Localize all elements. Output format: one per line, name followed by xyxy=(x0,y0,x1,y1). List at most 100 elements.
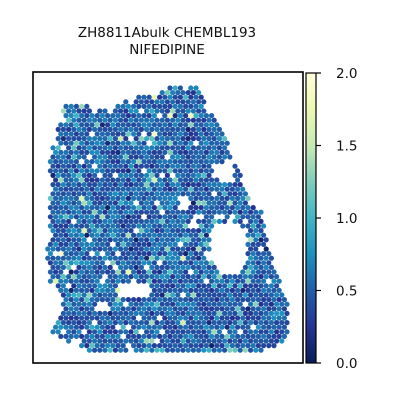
data-spot xyxy=(136,159,142,165)
data-spot xyxy=(55,255,61,261)
data-spot xyxy=(211,338,217,344)
data-spot xyxy=(115,306,121,312)
data-spot xyxy=(167,168,173,174)
data-spot xyxy=(146,131,152,137)
data-spot xyxy=(81,172,87,178)
data-spot xyxy=(258,329,264,335)
data-spot xyxy=(159,274,165,280)
data-spot xyxy=(170,154,176,160)
data-spot xyxy=(71,145,77,151)
data-spot xyxy=(94,278,100,284)
data-spot xyxy=(131,297,137,303)
data-spot xyxy=(94,186,100,192)
data-spot xyxy=(128,237,134,243)
data-spot xyxy=(112,228,118,234)
data-spot xyxy=(112,329,118,335)
data-spot xyxy=(162,140,168,146)
data-spot xyxy=(141,140,147,146)
data-spot xyxy=(102,108,108,114)
data-spot xyxy=(232,191,238,197)
data-spot xyxy=(141,186,147,192)
data-spot xyxy=(112,145,118,151)
data-spot xyxy=(185,301,191,307)
data-spot xyxy=(115,214,121,220)
data-spot xyxy=(89,297,95,303)
data-spot xyxy=(123,255,129,261)
data-spot xyxy=(138,209,144,215)
data-spot xyxy=(209,149,215,155)
data-spot xyxy=(89,315,95,321)
data-spot xyxy=(211,126,217,132)
data-spot xyxy=(157,306,163,312)
data-spot xyxy=(107,154,113,160)
data-spot xyxy=(170,126,176,132)
data-spot xyxy=(175,237,181,243)
data-spot xyxy=(123,200,129,206)
data-spot xyxy=(196,255,202,261)
data-spot xyxy=(151,297,157,303)
data-spot xyxy=(112,191,118,197)
data-spot xyxy=(97,136,103,142)
data-spot xyxy=(276,287,282,293)
data-spot xyxy=(222,301,228,307)
data-spot xyxy=(53,159,59,165)
data-spot xyxy=(235,324,241,330)
data-spot xyxy=(99,297,105,303)
data-spot xyxy=(164,264,170,270)
data-spot xyxy=(159,310,165,316)
data-spot xyxy=(253,329,259,335)
data-spot xyxy=(167,195,173,201)
data-spot xyxy=(102,283,108,289)
data-spot xyxy=(151,122,157,128)
data-spot xyxy=(133,274,139,280)
data-spot xyxy=(248,292,254,298)
data-spot xyxy=(53,205,59,211)
data-spot xyxy=(201,338,207,344)
data-spot xyxy=(146,232,152,238)
data-spot xyxy=(110,177,116,183)
data-spot xyxy=(112,246,118,252)
data-spot xyxy=(157,214,163,220)
data-spot xyxy=(50,228,56,234)
data-spot xyxy=(136,149,142,155)
data-spot xyxy=(198,269,204,275)
data-spot xyxy=(162,195,168,201)
data-spot xyxy=(206,136,212,142)
data-spot xyxy=(263,246,269,252)
data-spot xyxy=(172,324,178,330)
data-spot xyxy=(99,324,105,330)
data-spot xyxy=(146,186,152,192)
data-spot xyxy=(216,191,222,197)
data-spot xyxy=(76,292,82,298)
data-spot xyxy=(86,182,92,188)
data-spot xyxy=(79,287,85,293)
data-spot xyxy=(154,301,160,307)
data-spot xyxy=(68,168,74,174)
data-spot xyxy=(240,306,246,312)
data-spot xyxy=(133,154,139,160)
data-spot xyxy=(177,223,183,229)
data-spot xyxy=(79,168,85,174)
data-spot xyxy=(105,195,111,201)
data-spot xyxy=(73,306,79,312)
data-spot xyxy=(123,172,129,178)
data-spot xyxy=(263,301,269,307)
data-spot xyxy=(94,195,100,201)
data-spot xyxy=(193,315,199,321)
data-spot xyxy=(73,297,79,303)
data-spot xyxy=(159,237,165,243)
data-spot xyxy=(53,168,59,174)
data-spot xyxy=(170,228,176,234)
data-spot xyxy=(47,223,54,229)
data-spot xyxy=(193,149,199,155)
data-spot xyxy=(224,140,230,146)
data-spot xyxy=(255,333,261,339)
data-spot xyxy=(209,315,215,321)
data-spot xyxy=(172,260,178,266)
data-spot xyxy=(141,205,147,211)
spatial-spots xyxy=(45,85,290,353)
data-spot xyxy=(84,297,90,303)
data-spot xyxy=(99,214,105,220)
data-spot xyxy=(196,90,202,96)
data-spot xyxy=(86,274,92,280)
